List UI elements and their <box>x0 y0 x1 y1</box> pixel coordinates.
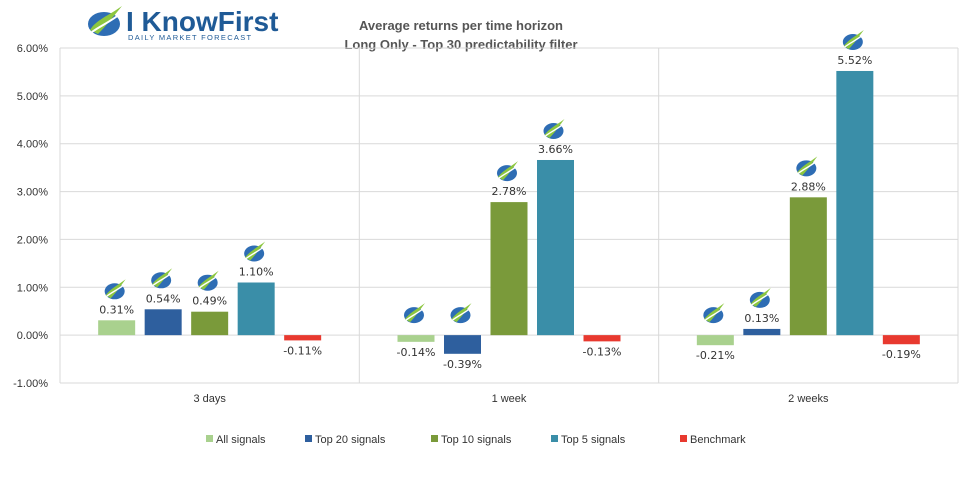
logo-marker-icon <box>197 270 219 291</box>
logo-marker-icon <box>450 303 472 324</box>
brand-logo: I KnowFirst DAILY MARKET FORECAST <box>88 6 278 42</box>
legend-swatch <box>305 435 312 442</box>
legend-swatch <box>431 435 438 442</box>
x-tick-label: 2 weeks <box>788 393 829 405</box>
bar <box>537 159 574 336</box>
data-label: 0.54% <box>146 292 181 305</box>
bar <box>98 320 136 336</box>
logo-marker-icon <box>497 161 518 182</box>
logo-marker-icon <box>244 241 266 262</box>
legend-label: Top 5 signals <box>561 434 626 446</box>
data-label: 0.13% <box>744 312 779 325</box>
x-tick-label: 3 days <box>193 393 226 405</box>
data-label: -0.14% <box>397 346 436 359</box>
y-tick-label: 2.00% <box>17 234 48 246</box>
bar <box>696 335 734 346</box>
legend-label: Top 20 signals <box>315 434 386 446</box>
y-tick-label: 6.00% <box>17 43 48 55</box>
legend-swatch <box>680 435 687 442</box>
data-label: 2.88% <box>791 180 826 193</box>
bar <box>237 282 275 336</box>
data-label: 3.66% <box>538 143 573 156</box>
bar <box>284 335 322 341</box>
bar <box>191 311 229 336</box>
data-label: -0.11% <box>283 344 322 357</box>
data-label: 0.31% <box>99 303 134 316</box>
data-label: -0.19% <box>882 348 921 361</box>
bar <box>789 197 827 336</box>
data-label: 2.78% <box>492 185 527 198</box>
bar <box>882 335 920 345</box>
legend-label: Benchmark <box>690 434 746 446</box>
data-label: -0.39% <box>443 358 482 371</box>
data-label: 0.49% <box>192 295 227 308</box>
bar <box>743 328 781 336</box>
data-label: -0.21% <box>696 349 735 362</box>
x-tick-label: 1 week <box>492 393 527 405</box>
legend-swatch <box>551 435 558 442</box>
data-label: 5.52% <box>837 54 872 67</box>
logo-marker-icon <box>104 279 126 300</box>
y-tick-label: 3.00% <box>17 187 48 199</box>
bar <box>490 202 528 336</box>
y-tick-label: 4.00% <box>17 139 48 151</box>
logo-name: I KnowFirst <box>126 6 278 37</box>
logo-tagline: DAILY MARKET FORECAST <box>128 33 252 42</box>
legend-label: All signals <box>216 434 266 446</box>
logo-marker-icon <box>842 29 864 50</box>
logo-marker-icon <box>703 303 725 324</box>
logo-swoosh-icon <box>88 6 122 36</box>
logo-marker-icon <box>796 156 818 177</box>
data-label: -0.13% <box>583 345 622 358</box>
logo-marker-icon <box>404 303 425 324</box>
legend: All signals Top 20 signals Top 10 signals T… <box>206 434 746 446</box>
legend-label: Top 10 signals <box>441 434 512 446</box>
bar <box>444 335 481 354</box>
bar <box>836 70 874 336</box>
bar <box>583 335 621 342</box>
plot-area: -1.00% 0.00% 1.00% 2.00% 3.00% 4.00% 5.00% 6.00… <box>13 29 959 405</box>
bar <box>397 335 435 342</box>
data-label: 1.10% <box>239 266 274 279</box>
legend-swatch <box>206 435 213 442</box>
chart-title: Average returns per time horizon <box>359 18 563 33</box>
y-tick-label: 1.00% <box>17 282 48 294</box>
chart-subtitle: Long Only - Top 30 predictability filter <box>344 37 577 52</box>
logo-marker-icon <box>151 268 173 289</box>
bar <box>144 309 182 336</box>
logo-marker-icon <box>543 118 565 139</box>
y-tick-label: 5.00% <box>17 91 48 103</box>
y-tick-label: 0.00% <box>17 330 48 342</box>
logo-marker-icon <box>749 287 771 308</box>
y-tick-label: -1.00% <box>13 378 48 390</box>
